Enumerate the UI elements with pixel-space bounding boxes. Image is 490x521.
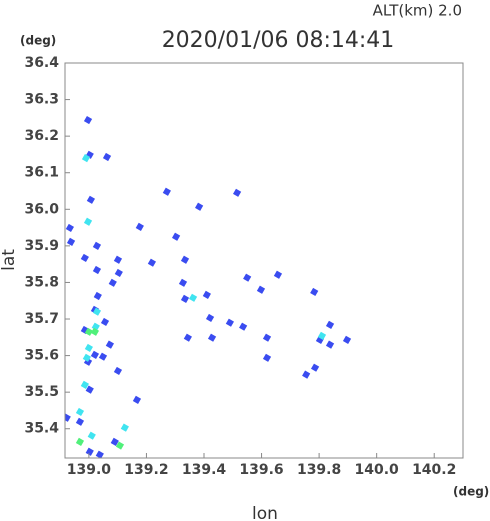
plot-area [65,115,352,458]
echo-point [84,343,93,353]
echo-point [98,352,108,361]
echo-point [75,407,85,417]
echo-point [239,322,248,331]
echo-point [262,353,272,362]
echo-point [113,255,123,264]
altitude-label: ALT(km) 2.0 [373,2,462,20]
echo-point [114,268,123,278]
echo-point [92,307,102,316]
echo-point [110,437,119,447]
echo-point [84,327,93,336]
echo-point [180,294,190,304]
echo-point [195,202,204,211]
echo-point [65,413,71,422]
echo-point [75,437,85,447]
echo-point [256,285,266,294]
echo-point [115,441,125,450]
echo-point [93,291,102,301]
y-axis-label: lat [0,249,19,271]
x-tick-label: 139.8 [297,462,341,478]
x-tick-label: 139.6 [239,462,283,478]
echo-point [120,423,129,432]
echo-point [113,366,123,376]
echo-point [80,380,89,389]
plot-frame [64,62,464,459]
echo-point [162,187,171,196]
echo-point [183,333,192,342]
echo-point [302,370,311,379]
echo-point [102,152,112,162]
echo-point [92,265,102,275]
echo-point [90,327,100,336]
echo-point [65,223,74,233]
echo-point [86,195,95,204]
echo-point [180,255,190,264]
echo-point [87,431,96,440]
echo-point [132,395,142,404]
y-unit: (deg) [20,34,56,48]
echo-point [310,287,319,297]
echo-point [90,350,100,359]
echo-point [135,222,144,231]
echo-point [108,278,117,287]
x-axis-label: lon [252,504,278,521]
x-tick-label: 140.0 [355,462,400,478]
echo-point [83,115,93,125]
x-tick-label: 139.2 [124,462,168,478]
echo-point [273,270,283,279]
y-tick-label: 36.0 [24,201,59,217]
echo-point [75,417,85,426]
echo-point [85,385,94,394]
echo-point [85,447,94,456]
echo-point [105,340,114,349]
echo-point [202,290,211,299]
echo-point [342,335,352,344]
x-tick-label: 140.2 [412,462,456,478]
echo-point [100,317,110,327]
x-unit: (deg) [453,485,489,499]
y-tick-label: 35.7 [24,311,59,327]
echo-point [92,241,102,250]
echo-point [317,331,327,340]
echo-point [325,340,335,349]
echo-point [188,293,198,302]
echo-point [82,353,91,362]
echo-point [83,217,93,226]
echo-point [225,318,234,327]
y-tick-label: 36.1 [24,165,59,181]
chart-title: 2020/01/06 08:14:41 [162,28,395,53]
echo-point [243,273,252,282]
echo-point [262,333,272,342]
echo-point [325,320,335,329]
echo-point [80,253,89,263]
x-tick-label: 139.4 [182,462,227,478]
y-tick-label: 35.8 [24,274,59,290]
echo-point [66,237,76,246]
echo-point [205,313,215,323]
y-tick-label: 36.4 [24,55,59,71]
y-tick-label: 35.9 [24,238,59,254]
y-tick-label: 35.4 [24,421,59,437]
echo-point [171,232,181,241]
echo-point [178,278,188,287]
echo-point [81,153,91,163]
y-tick-label: 35.6 [24,348,59,364]
echo-point [95,450,104,458]
echo-point [207,333,217,342]
y-tick-label: 36.3 [24,92,59,108]
y-tick-label: 35.5 [24,384,59,400]
echo-point [147,258,157,267]
echo-point [232,188,242,197]
echo-point [310,363,320,372]
x-tick-label: 139.0 [67,462,112,478]
y-tick-label: 36.2 [24,128,59,144]
